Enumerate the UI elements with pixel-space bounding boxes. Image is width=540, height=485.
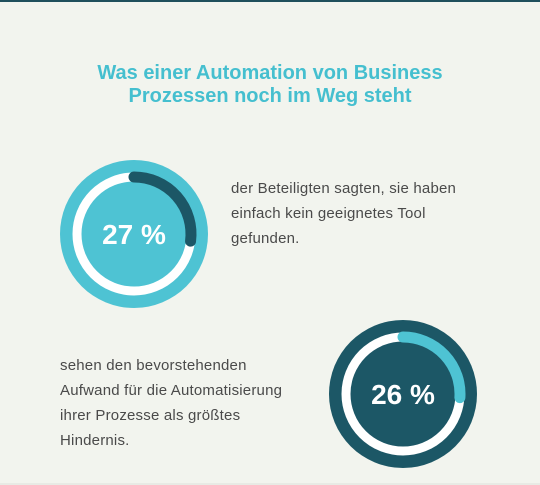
stat-2-line: Hindernis.: [60, 432, 130, 449]
top-divider: [0, 0, 540, 2]
title-line-2: Prozessen noch im Weg steht: [128, 85, 412, 107]
stat-1-line: der Beteiligten sagten, sie haben: [231, 180, 457, 197]
donut-chart-27: 27 %: [60, 160, 208, 308]
donut-inner-disc: [351, 342, 455, 446]
donut-inner-disc: [82, 182, 186, 286]
donut-value-label: 27 %: [102, 219, 166, 250]
stat-description-2: sehen den bevorstehenden Aufwand für die…: [60, 353, 330, 453]
title-line-1: Was einer Automation von Business: [97, 62, 443, 84]
stat-2-line: ihrer Prozesse als größtes: [60, 407, 241, 424]
page-title: Was einer Automation von Business Prozes…: [0, 62, 540, 108]
donut-progress-arc: [128, 171, 197, 247]
stat-1-line: einfach kein geeignetes Tool: [231, 205, 426, 222]
donut-progress-arc: [397, 331, 466, 404]
stat-2-line: Aufwand für die Automatisierung: [60, 382, 283, 399]
stat-1-line: gefunden.: [231, 230, 300, 247]
donut-value-label: 26 %: [371, 379, 435, 410]
donut-chart-26: 26 %: [329, 320, 477, 468]
bottom-divider: [0, 483, 540, 485]
stat-description-1: der Beteiligten sagten, sie haben einfac…: [231, 176, 531, 251]
stat-2-line: sehen den bevorstehenden: [60, 357, 247, 374]
